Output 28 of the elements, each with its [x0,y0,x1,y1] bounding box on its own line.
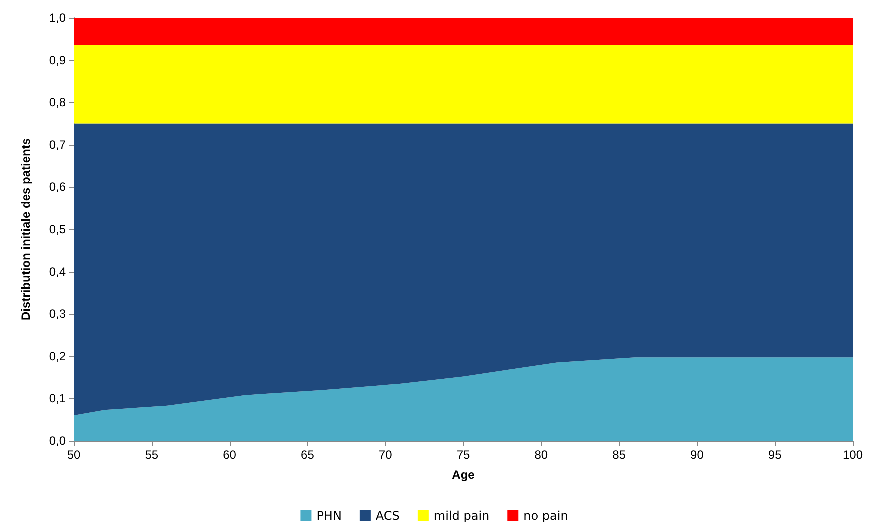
y-tick-label: 0,7 [49,138,66,152]
x-tick-label: 50 [67,448,81,462]
y-tick-label: 0,6 [49,180,66,194]
x-tick-label: 90 [690,448,704,462]
x-tick-label: 95 [768,448,782,462]
x-tick-label: 80 [534,448,548,462]
legend-label: no pain [524,509,568,523]
y-tick-label: 0,8 [49,96,66,110]
y-tick-label: 0,3 [49,307,66,322]
x-tick-label: 60 [223,448,237,462]
x-tick-label: 75 [456,448,470,462]
y-tick-label: 0,4 [49,264,66,279]
y-tick-label: 1,0 [49,11,66,25]
y-tick-label: 0,9 [49,53,66,68]
y-tick-label: 0,2 [49,349,66,364]
legend-label: PHN [316,509,342,523]
y-tick-label: 0,0 [49,434,66,448]
x-tick-label: 100 [842,448,864,462]
y-axis-title: Distribution initiale des patients [19,138,33,321]
y-tick-label: 0,1 [49,392,66,406]
x-tick-label: 70 [378,448,393,462]
legend-label: ACS [376,509,400,523]
x-axis-title: Age [452,468,476,482]
x-tick-label: 65 [301,448,315,462]
x-tick-label: 85 [612,448,626,462]
y-tick-label: 0,5 [49,222,66,236]
x-tick-label: 55 [145,448,159,462]
legend-label: mild pain [434,509,490,523]
